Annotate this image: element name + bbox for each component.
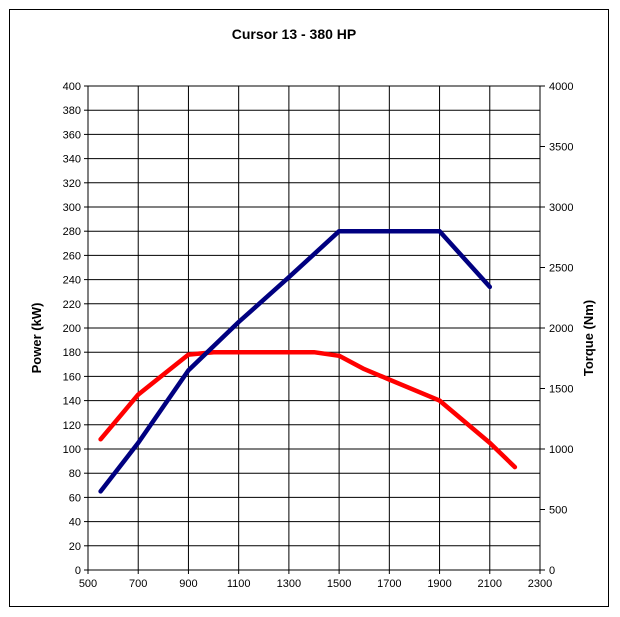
y-tick-label: 140 — [63, 396, 81, 408]
x-tick-label: 2300 — [528, 578, 552, 590]
y-tick-label: 340 — [63, 154, 81, 166]
y-tick-label: 20 — [69, 541, 81, 553]
y-tick-label: 220 — [63, 299, 81, 311]
y2-tick-label: 3000 — [549, 202, 573, 214]
y2-tick-label: 500 — [549, 505, 567, 517]
y2-tick-label: 3500 — [549, 142, 573, 154]
y-tick-label: 320 — [63, 178, 81, 190]
y-tick-label: 300 — [63, 202, 81, 214]
y-tick-label: 80 — [69, 468, 81, 480]
y-tick-label: 380 — [63, 105, 81, 117]
y-tick-label: 280 — [63, 226, 81, 238]
x-tick-label: 900 — [179, 578, 197, 590]
y-tick-label: 60 — [69, 492, 81, 504]
y-tick-label: 160 — [63, 371, 81, 383]
x-tick-label: 1500 — [327, 578, 351, 590]
y2-tick-label: 4000 — [549, 81, 573, 93]
y-axis-label-right: Torque (Nm) — [581, 300, 596, 376]
y2-tick-label: 0 — [549, 565, 555, 577]
y-tick-label: 260 — [63, 250, 81, 262]
y2-tick-label: 2000 — [549, 323, 573, 335]
x-tick-label: 1300 — [277, 578, 301, 590]
x-tick-label: 1100 — [227, 578, 251, 590]
y-tick-label: 180 — [63, 347, 81, 359]
tick-labels: 0 20 40 60 80 100 120 140 160 180 200 220 240 260 280 3… — [63, 81, 574, 590]
chart-frame: Cursor 13 - 380 HP 0 20 40 60 80 100 120 140 160… — [9, 9, 609, 607]
y-tick-label: 400 — [63, 81, 81, 93]
y-tick-label: 360 — [63, 129, 81, 141]
x-tick-label: 1700 — [377, 578, 401, 590]
torque-series-line — [98, 228, 493, 494]
y-tick-label: 0 — [75, 565, 81, 577]
y-tick-label: 120 — [63, 420, 81, 432]
y2-tick-label: 2500 — [549, 263, 573, 275]
plot-area-border — [87, 85, 541, 571]
y2-tick-label: 1000 — [549, 444, 573, 456]
y2-tick-label: 1500 — [549, 384, 573, 396]
power-series-line — [98, 349, 518, 470]
y-tick-label: 200 — [63, 323, 81, 335]
chart-title: Cursor 13 - 380 HP — [232, 26, 357, 42]
engine-performance-chart: Cursor 13 - 380 HP 0 20 40 60 80 100 120 140 160… — [29, 26, 596, 590]
x-tick-label: 700 — [129, 578, 147, 590]
x-tick-label: 1900 — [427, 578, 451, 590]
x-tick-label: 500 — [79, 578, 97, 590]
y-axis-label-left: Power (kW) — [29, 303, 44, 374]
series-lines — [98, 228, 518, 494]
y-tick-label: 100 — [63, 444, 81, 456]
grid — [84, 85, 545, 574]
y-tick-label: 40 — [69, 517, 81, 529]
x-tick-label: 2100 — [478, 578, 502, 590]
y-tick-label: 240 — [63, 275, 81, 287]
